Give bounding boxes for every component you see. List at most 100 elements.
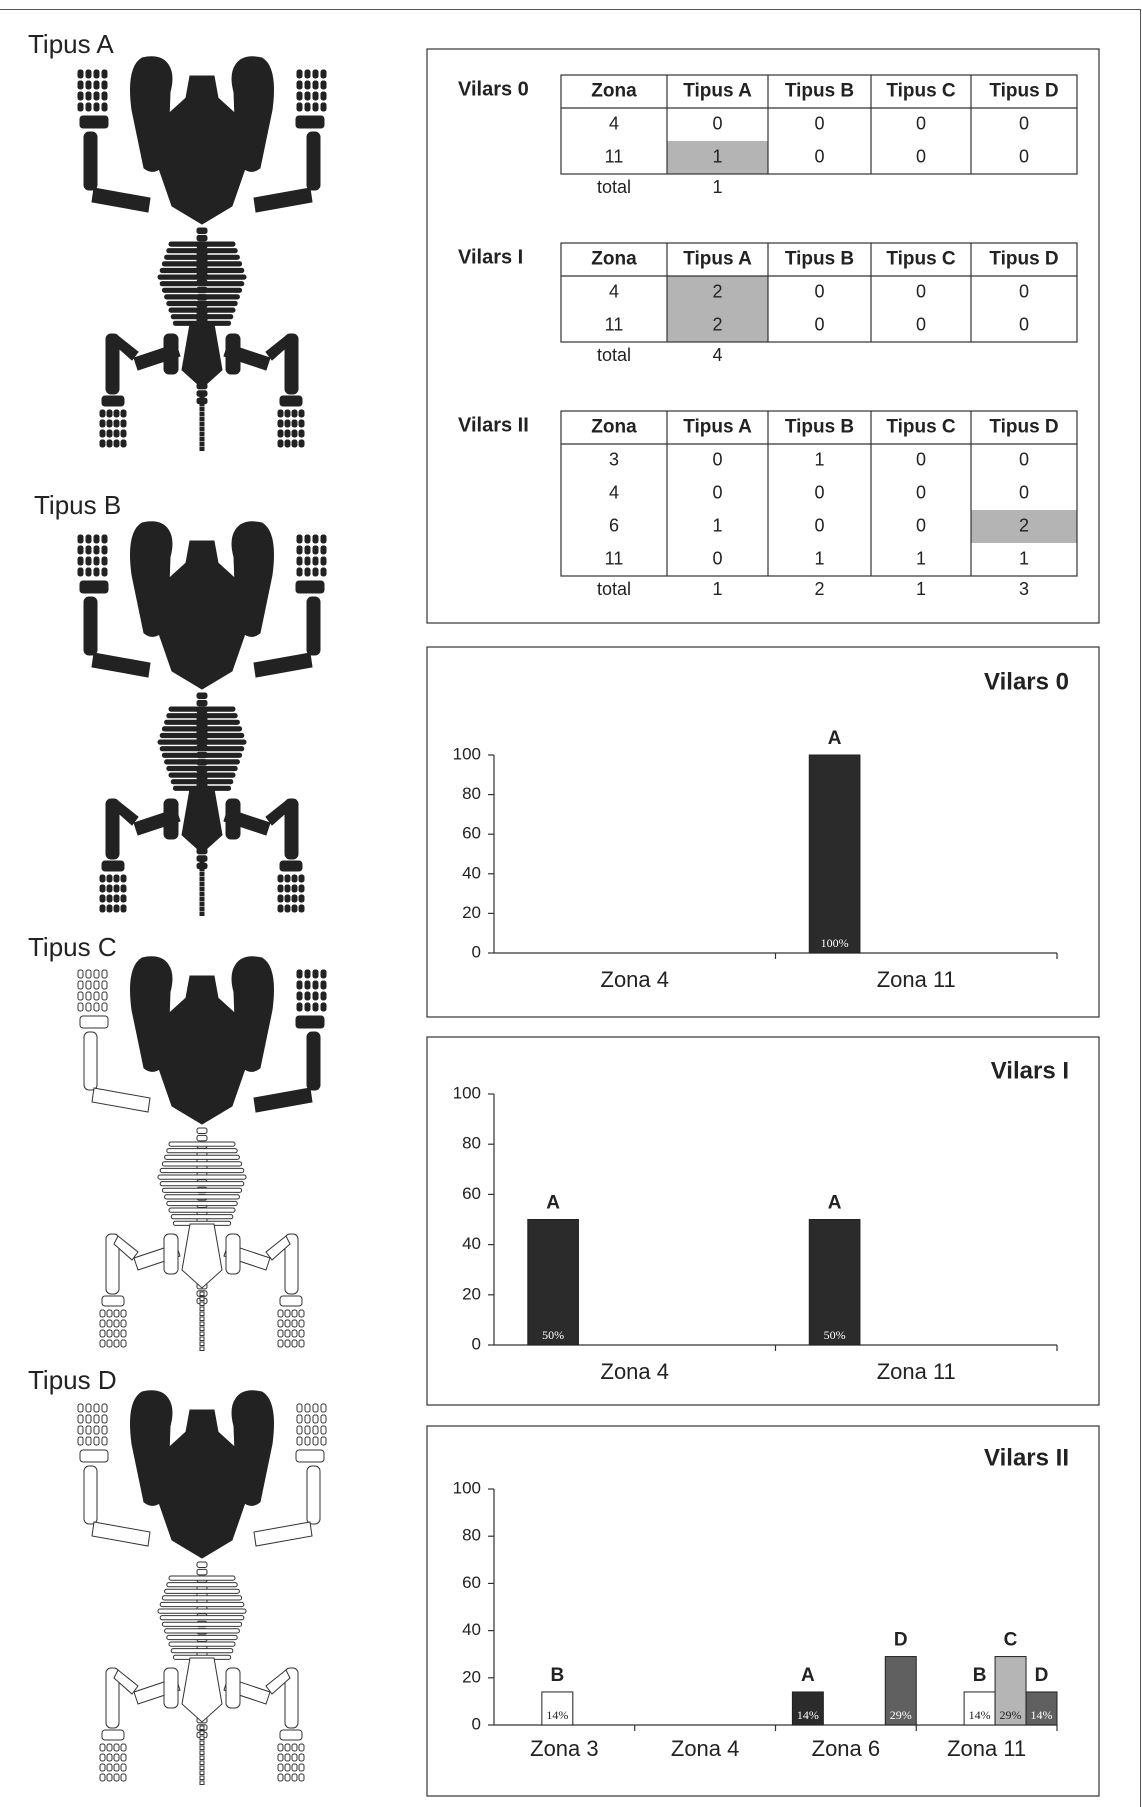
y-tick-label: 60 [462, 824, 481, 843]
skeleton [77, 1390, 327, 1785]
phalanx [296, 534, 303, 544]
phalanx [101, 969, 108, 979]
phalanx [85, 969, 92, 979]
vertebra [196, 227, 208, 234]
y-tick-label: 20 [462, 903, 481, 922]
phalanx [291, 1309, 298, 1318]
rib [168, 1575, 236, 1581]
phalanx [298, 409, 305, 418]
phalanx [277, 1773, 284, 1782]
rib [166, 300, 238, 307]
total-value: 4 [712, 345, 722, 365]
table-cell: 0 [814, 113, 824, 133]
phalanx [93, 80, 100, 90]
phalanx [296, 91, 303, 101]
x-tick-label: Zona 11 [877, 967, 956, 992]
tibia [105, 798, 120, 860]
tail-bone [199, 1331, 205, 1336]
rib [157, 274, 247, 280]
bar-letter: A [828, 728, 842, 749]
phalanx [85, 102, 92, 112]
tail-bone [199, 1291, 205, 1296]
rib [157, 1174, 247, 1180]
humerus [91, 652, 151, 678]
x-tick-label: Zona 4 [671, 1736, 740, 1761]
humerus [91, 187, 151, 213]
bar-letter: B [550, 1665, 564, 1686]
phalanx [101, 91, 108, 101]
phalanx [296, 1425, 303, 1435]
radius [83, 1465, 98, 1525]
phalanx [298, 904, 305, 913]
table-cell: 1 [814, 548, 824, 568]
table-cell: 0 [1019, 146, 1029, 166]
phalanx [304, 91, 311, 101]
rib [161, 1621, 243, 1627]
phalanx [298, 1753, 305, 1762]
phalanx [312, 534, 319, 544]
total-label: total [597, 177, 631, 197]
phalanx [77, 980, 84, 990]
value-label: 50% [824, 1328, 846, 1342]
skeleton [77, 56, 327, 451]
pelvis [181, 323, 223, 389]
rib [161, 1161, 243, 1167]
phalanx [296, 545, 303, 555]
phalanx [120, 419, 127, 428]
x-tick-label: Zona 11 [947, 1736, 1026, 1761]
pelvis [181, 788, 223, 854]
ilium [225, 1233, 241, 1275]
phalanx [77, 1414, 84, 1424]
phalanx [77, 1002, 84, 1012]
phalanx [113, 1773, 120, 1782]
carpal [295, 1015, 325, 1029]
rib [168, 706, 236, 712]
humerus [253, 652, 313, 678]
phalanx [120, 1773, 127, 1782]
rib [166, 1582, 238, 1588]
phalanx [99, 1329, 106, 1338]
phalanx [312, 1436, 319, 1446]
phalanx [77, 969, 84, 979]
phalanx [101, 1002, 108, 1012]
phalanx [113, 904, 120, 913]
phalanx [77, 534, 84, 544]
tail-bone [199, 416, 205, 421]
phalanx [120, 1753, 127, 1762]
phalanx [106, 884, 113, 893]
phalanx [99, 874, 106, 883]
total-label: total [597, 579, 631, 599]
phalanx [106, 904, 113, 913]
phalanx [312, 69, 319, 79]
tail-bone [199, 1341, 205, 1346]
phalanx [291, 894, 298, 903]
y-tick-label: 40 [462, 863, 481, 882]
rib [168, 1641, 236, 1647]
highlight-cell [971, 510, 1077, 543]
phalanx [304, 534, 311, 544]
tail-bone [199, 1301, 205, 1306]
phalanx [298, 1743, 305, 1752]
mirror [223, 56, 327, 448]
chart-title: Vilars I [991, 1057, 1069, 1084]
tail-bone [199, 1735, 205, 1740]
phalanx [120, 409, 127, 418]
table-cell: 0 [814, 146, 824, 166]
phalanx [312, 80, 319, 90]
y-tick-label: 0 [472, 1714, 481, 1733]
tail-bone [199, 446, 205, 451]
rib [159, 1181, 245, 1187]
total-value: 1 [712, 177, 722, 197]
phalanx [284, 1339, 291, 1348]
phalanx [304, 980, 311, 990]
phalanx [101, 1425, 108, 1435]
radius [83, 1031, 98, 1091]
phalanx [93, 545, 100, 555]
tibia [284, 798, 299, 860]
tail-bone [199, 1740, 205, 1745]
phalanx [120, 874, 127, 883]
phalanx [113, 1743, 120, 1752]
ilium [225, 333, 241, 375]
carpal [295, 1449, 325, 1463]
rib [159, 732, 245, 739]
